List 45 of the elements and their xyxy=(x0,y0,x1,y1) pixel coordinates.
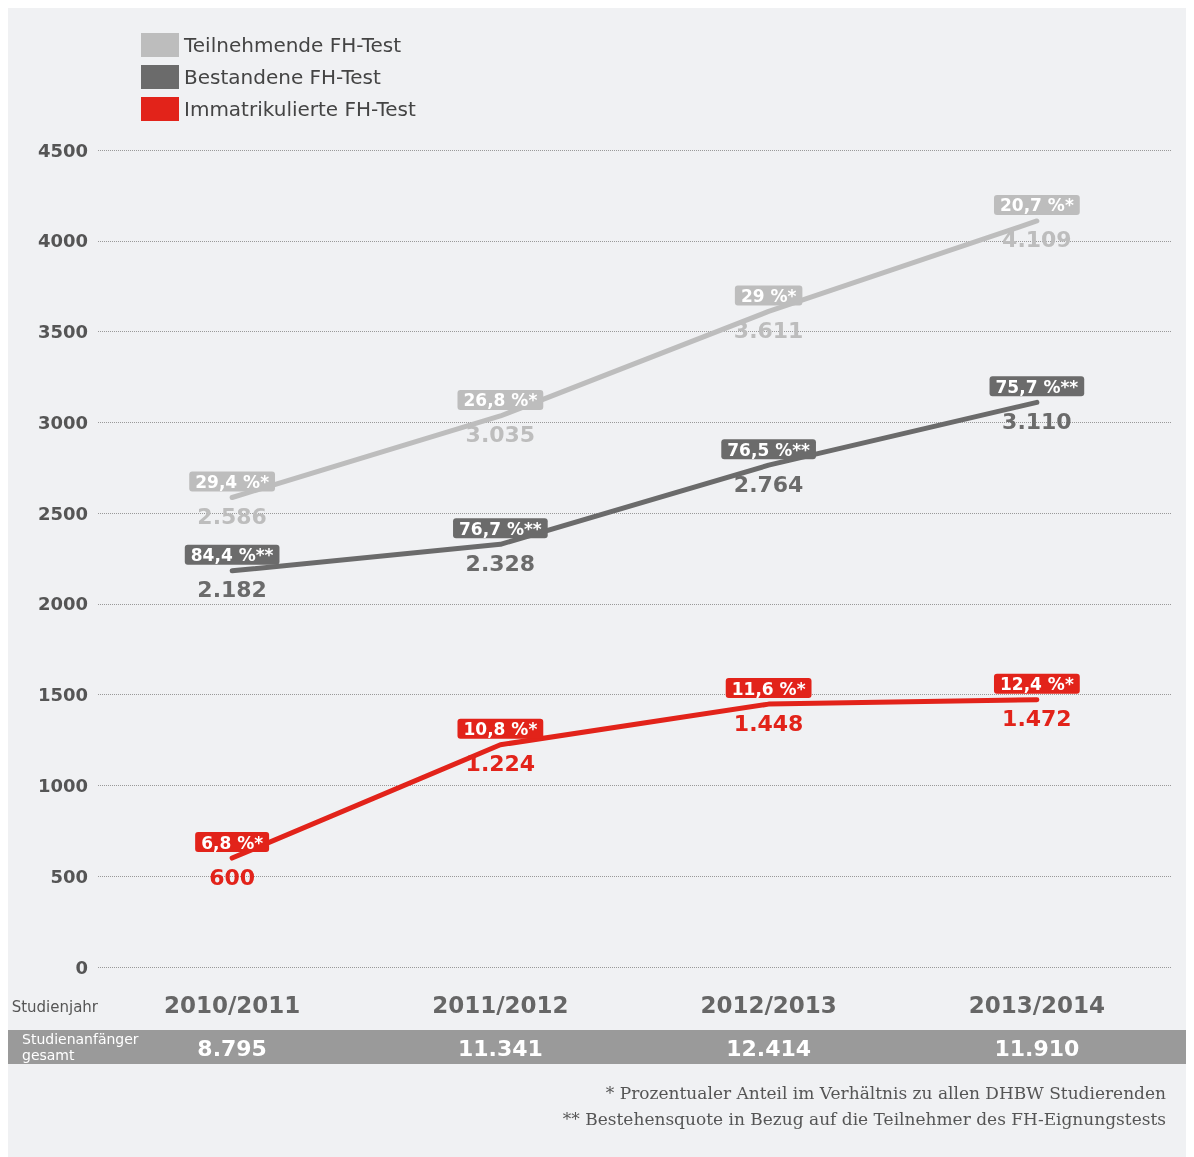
x-tick-label: 2013/2014 xyxy=(968,991,1106,1018)
y-tick-label: 500 xyxy=(50,865,88,887)
data-label: 600 xyxy=(209,864,256,890)
annotation: 26,8 %* xyxy=(463,390,538,411)
data-label: 2.764 xyxy=(733,471,804,497)
text: Studienanfänger gesamt xyxy=(22,1031,139,1063)
y-tick-label: 3000 xyxy=(37,411,88,433)
annotation: 11,6 %* xyxy=(731,678,806,699)
y-tick-label: 1500 xyxy=(37,684,88,706)
text: 11.341 xyxy=(457,1035,543,1061)
text: ** Bestehensquote in Bezug auf die Teilnehmer des FH-Eignungstests xyxy=(562,1109,1166,1129)
text: * Prozentualer Anteil im Verhältnis zu allen DHBW Studierenden xyxy=(605,1083,1167,1103)
annotation: 12,4 %* xyxy=(999,674,1074,695)
legend-label: Bestandene FH-Test xyxy=(184,65,382,89)
y-tick-label: 4500 xyxy=(37,139,88,161)
annotation: 29 %* xyxy=(740,285,797,306)
annotation: 29,4 %* xyxy=(195,472,270,492)
y-tick-label: 2000 xyxy=(37,593,88,615)
y-tick-label: 0 xyxy=(75,956,88,978)
annotation: 76,7 %** xyxy=(459,518,542,539)
data-label: 1.224 xyxy=(465,751,536,777)
y-tick-label: 4000 xyxy=(37,230,88,252)
x-tick-label: 2011/2012 xyxy=(432,991,569,1018)
text: 8.795 xyxy=(197,1035,267,1061)
annotation: 84,4 %** xyxy=(190,545,274,566)
y-tick-label: 3500 xyxy=(37,321,88,343)
annotation: 76,5 %** xyxy=(727,439,811,460)
annotation: 75,7 %** xyxy=(995,376,1079,397)
annotation: 20,7 %* xyxy=(999,195,1074,216)
legend-label: Immatrikulierte FH-Test xyxy=(184,97,416,121)
text: 11.910 xyxy=(994,1035,1080,1061)
data-label: 2.182 xyxy=(197,577,267,603)
data-label: 1.448 xyxy=(733,710,804,736)
x-tick-label: 2012/2013 xyxy=(700,991,837,1018)
annotation: 6,8 %* xyxy=(201,832,264,853)
annotation: 10,8 %* xyxy=(463,719,538,740)
y-tick-label: 1000 xyxy=(37,774,88,796)
data-label: 2.328 xyxy=(465,550,536,576)
x-axis-title: Studienjahr xyxy=(11,997,99,1016)
legend-label: Teilnehmende FH-Test xyxy=(183,33,402,57)
data-label: 3.110 xyxy=(1002,408,1072,434)
data-label: 1.472 xyxy=(1002,706,1072,732)
y-tick-label: 2500 xyxy=(37,502,88,524)
text: 12.414 xyxy=(726,1035,812,1061)
x-tick-label: 2010/2011 xyxy=(163,991,301,1018)
